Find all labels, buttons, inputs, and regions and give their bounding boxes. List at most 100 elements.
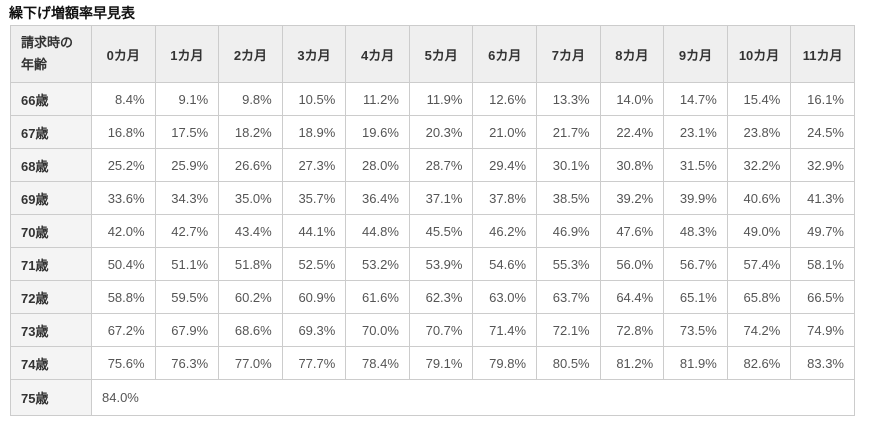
rate-cell: 44.1% — [281, 214, 347, 248]
rate-cell: 11.2% — [345, 82, 410, 116]
rate-cell: 9.8% — [218, 82, 283, 116]
rate-cell: 54.6% — [472, 247, 538, 281]
table-row: 73歳 67.2% 67.9% 68.6% 69.3% 70.0% 70.7% 71.4% 72… — [10, 313, 855, 347]
row-header-age: 68歳 — [10, 148, 92, 182]
column-header-month: 0カ月 — [91, 25, 156, 83]
rate-cell: 23.8% — [726, 115, 792, 149]
column-header-month: 6カ月 — [472, 25, 538, 83]
table-row: 66歳 8.4% 9.1% 9.8% 10.5% 11.2% 11.9% 12.6% 13.3%… — [10, 82, 855, 116]
rate-cell: 14.0% — [599, 82, 665, 116]
rate-cell: 12.6% — [472, 82, 538, 116]
rate-cell: 72.1% — [536, 313, 601, 347]
rate-cell: 45.5% — [408, 214, 474, 248]
column-header-month: 2カ月 — [218, 25, 283, 83]
table-row: 70歳 42.0% 42.7% 43.4% 44.1% 44.8% 45.5% 46.2% 46… — [10, 214, 855, 248]
rate-cell: 60.9% — [281, 280, 347, 314]
rate-cell: 39.2% — [599, 181, 665, 215]
rate-cell: 33.6% — [91, 181, 156, 215]
rate-cell: 65.1% — [663, 280, 728, 314]
rate-cell: 35.0% — [218, 181, 283, 215]
rate-cell: 67.2% — [91, 313, 156, 347]
rate-cell: 16.1% — [790, 82, 855, 116]
rate-cell: 71.4% — [472, 313, 538, 347]
rate-cell: 77.0% — [218, 346, 283, 380]
rate-cell: 19.6% — [345, 115, 410, 149]
rate-cell: 29.4% — [472, 148, 538, 182]
rate-cell: 82.6% — [726, 346, 792, 380]
rate-cell: 32.9% — [790, 148, 855, 182]
rate-cell: 38.5% — [536, 181, 601, 215]
rate-cell: 75.6% — [91, 346, 156, 380]
rate-cell: 51.1% — [154, 247, 220, 281]
rate-cell: 42.0% — [91, 214, 156, 248]
table-row: 74歳 75.6% 76.3% 77.0% 77.7% 78.4% 79.1% 79.8% 80… — [10, 346, 855, 380]
rate-cell: 27.3% — [281, 148, 347, 182]
rate-cell: 31.5% — [663, 148, 728, 182]
rate-cell: 21.0% — [472, 115, 538, 149]
rate-cell: 72.8% — [599, 313, 665, 347]
rate-cell: 28.7% — [408, 148, 474, 182]
rate-cell: 69.3% — [281, 313, 347, 347]
rate-cell: 63.7% — [536, 280, 601, 314]
rate-cell: 11.9% — [408, 82, 474, 116]
rate-cell: 70.0% — [345, 313, 410, 347]
rate-cell: 60.2% — [218, 280, 283, 314]
rate-cell: 20.3% — [408, 115, 474, 149]
rate-cell: 37.8% — [472, 181, 538, 215]
rate-cell: 30.8% — [599, 148, 665, 182]
rate-cell: 73.5% — [663, 313, 728, 347]
rate-cell: 58.1% — [790, 247, 855, 281]
page-title: 繰下げ増額率早見表 — [9, 5, 135, 21]
table-body: 66歳 8.4% 9.1% 9.8% 10.5% 11.2% 11.9% 12.6% 13.3%… — [10, 82, 855, 416]
rate-cell: 15.4% — [726, 82, 792, 116]
rate-cell: 26.6% — [218, 148, 283, 182]
column-header-month: 7カ月 — [536, 25, 601, 83]
rate-cell: 43.4% — [218, 214, 283, 248]
table-row: 69歳 33.6% 34.3% 35.0% 35.7% 36.4% 37.1% 37.8% 38… — [10, 181, 855, 215]
rate-cell: 67.9% — [154, 313, 220, 347]
rate-cell: 76.3% — [154, 346, 220, 380]
column-header-month: 10カ月 — [726, 25, 792, 83]
column-header-month: 9カ月 — [663, 25, 728, 83]
rate-cell: 49.7% — [790, 214, 855, 248]
rate-cell: 8.4% — [91, 82, 156, 116]
rate-cell: 51.8% — [218, 247, 283, 281]
rate-cell: 81.9% — [663, 346, 728, 380]
row-header-age: 74歳 — [10, 346, 92, 380]
rate-cell: 44.8% — [345, 214, 410, 248]
rate-cell: 13.3% — [536, 82, 601, 116]
rate-cell: 80.5% — [536, 346, 601, 380]
rate-cell: 46.9% — [536, 214, 601, 248]
rate-cell: 77.7% — [281, 346, 347, 380]
rate-cell: 58.8% — [91, 280, 156, 314]
rate-cell: 23.1% — [663, 115, 728, 149]
corner-header-line2: 年齢 — [21, 57, 48, 72]
rate-cell: 74.2% — [726, 313, 792, 347]
rate-cell: 37.1% — [408, 181, 474, 215]
header-row: 請求時の 年齢 0カ月 1カ月 2カ月 3カ月 4カ月 5カ月 6カ月 7カ月 8カ月 9カ月 10… — [10, 25, 855, 83]
row-header-age: 71歳 — [10, 247, 92, 281]
row-header-age: 72歳 — [10, 280, 92, 314]
rate-cell: 64.4% — [599, 280, 665, 314]
rate-cell: 66.5% — [790, 280, 855, 314]
rate-cell: 56.0% — [599, 247, 665, 281]
rate-cell: 30.1% — [536, 148, 601, 182]
rate-cell: 32.2% — [726, 148, 792, 182]
rate-cell: 50.4% — [91, 247, 156, 281]
rate-cell: 68.6% — [218, 313, 283, 347]
column-header-month: 11カ月 — [790, 25, 855, 83]
rate-cell: 53.2% — [345, 247, 410, 281]
rate-cell: 25.2% — [91, 148, 156, 182]
rate-cell: 39.9% — [663, 181, 728, 215]
rate-cell: 9.1% — [154, 82, 220, 116]
rate-cell: 56.7% — [663, 247, 728, 281]
column-header-month: 3カ月 — [281, 25, 347, 83]
rate-cell: 53.9% — [408, 247, 474, 281]
rate-cell: 18.9% — [281, 115, 347, 149]
rate-cell: 17.5% — [154, 115, 220, 149]
deferral-increase-rate-table: 請求時の 年齢 0カ月 1カ月 2カ月 3カ月 4カ月 5カ月 6カ月 7カ月 8カ月 9カ月 10… — [10, 25, 855, 416]
column-header-month: 4カ月 — [345, 25, 410, 83]
rate-cell: 36.4% — [345, 181, 410, 215]
rate-cell: 35.7% — [281, 181, 347, 215]
row-header-age: 70歳 — [10, 214, 92, 248]
